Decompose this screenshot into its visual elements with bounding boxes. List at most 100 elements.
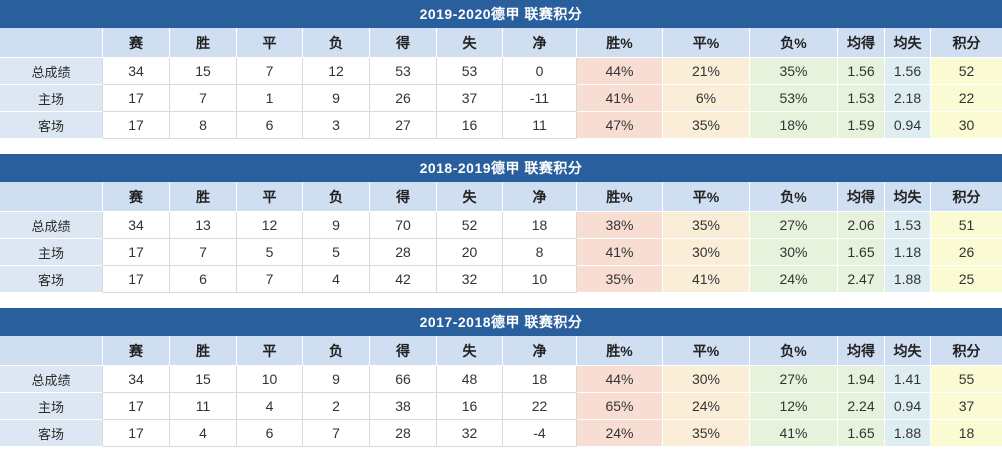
- row-label: 客场: [0, 420, 103, 447]
- stat-cell-loss-pct: 24%: [750, 266, 838, 293]
- corner-header-cell: [0, 28, 103, 58]
- stat-cell-win-pct: 44%: [577, 366, 663, 393]
- row-label: 总成绩: [0, 212, 103, 239]
- column-header: 均失: [885, 182, 931, 212]
- stat-cell-avg-for: 1.53: [838, 85, 885, 112]
- row-label: 总成绩: [0, 366, 103, 393]
- column-header: 均得: [838, 336, 885, 366]
- row-label: 主场: [0, 85, 103, 112]
- column-header: 负%: [750, 28, 838, 58]
- stat-cell-matches: 17: [103, 420, 170, 447]
- stat-cell-avg-for: 1.65: [838, 420, 885, 447]
- column-header: 胜: [170, 28, 237, 58]
- stat-cell-goals-against: 48: [437, 366, 503, 393]
- stat-cell-draw-pct: 41%: [663, 266, 750, 293]
- stat-cell-loss-pct: 27%: [750, 212, 838, 239]
- season-table: 2017-2018德甲 联赛积分赛胜平负得失净胜% 平% 负% 均得 均失 积分 总成绩 34…: [0, 308, 1002, 447]
- stat-cell-losses: 12: [303, 58, 370, 85]
- stat-cell-avg-for: 2.06: [838, 212, 885, 239]
- stat-cell-goals-against: 52: [437, 212, 503, 239]
- stat-cell-loss-pct: 41%: [750, 420, 838, 447]
- column-header: 失: [437, 336, 503, 366]
- stat-cell-win-pct: 44%: [577, 58, 663, 85]
- stat-cell-losses: 3: [303, 112, 370, 139]
- stats-table: 赛胜平负得失净胜% 平% 负% 均得 均失 积分 总成绩 34 15 10 9 66 48 18 44% 30…: [0, 336, 1002, 447]
- column-header-row: 赛胜平负得失净胜% 平% 负% 均得 均失 积分: [0, 182, 1002, 212]
- stat-cell-goals-against: 16: [437, 112, 503, 139]
- column-header: 净: [503, 182, 577, 212]
- column-header: 平%: [663, 28, 750, 58]
- stat-cell-goal-diff: -11: [503, 85, 577, 112]
- stats-table: 赛胜平负得失净胜% 平% 负% 均得 均失 积分 总成绩 34 13 12 9 70 52 18 38% 35…: [0, 182, 1002, 293]
- column-header: 积分: [931, 182, 1002, 212]
- table-row: 总成绩 34 15 7 12 53 53 0 44% 21% 35% 1.56 1.56 52: [0, 58, 1002, 85]
- column-header: 负: [303, 182, 370, 212]
- column-header: 净: [503, 28, 577, 58]
- column-header: 得: [370, 182, 437, 212]
- stat-cell-points: 22: [931, 85, 1002, 112]
- stat-cell-goals-against: 32: [437, 420, 503, 447]
- stat-cell-draw-pct: 21%: [663, 58, 750, 85]
- stat-cell-matches: 17: [103, 393, 170, 420]
- column-header: 均失: [885, 336, 931, 366]
- column-header: 平: [237, 336, 303, 366]
- stat-cell-goals-for: 26: [370, 85, 437, 112]
- stat-cell-win-pct: 47%: [577, 112, 663, 139]
- stat-cell-win-pct: 24%: [577, 420, 663, 447]
- stat-cell-wins: 7: [170, 85, 237, 112]
- stat-cell-goals-against: 37: [437, 85, 503, 112]
- table-title: 2018-2019德甲 联赛积分: [0, 154, 1002, 182]
- stat-cell-draw-pct: 35%: [663, 112, 750, 139]
- stat-cell-matches: 34: [103, 366, 170, 393]
- stat-cell-matches: 17: [103, 85, 170, 112]
- stat-cell-draws: 7: [237, 266, 303, 293]
- column-header: 积分: [931, 28, 1002, 58]
- stat-cell-goals-for: 70: [370, 212, 437, 239]
- stat-cell-loss-pct: 12%: [750, 393, 838, 420]
- column-header: 胜: [170, 336, 237, 366]
- stat-cell-avg-against: 1.53: [885, 212, 931, 239]
- stat-cell-draws: 4: [237, 393, 303, 420]
- stat-cell-matches: 34: [103, 58, 170, 85]
- stat-cell-draws: 1: [237, 85, 303, 112]
- stat-cell-goals-for: 66: [370, 366, 437, 393]
- stat-cell-goals-against: 16: [437, 393, 503, 420]
- stat-cell-goal-diff: 10: [503, 266, 577, 293]
- corner-header-cell: [0, 182, 103, 212]
- stat-cell-goals-for: 53: [370, 58, 437, 85]
- stat-cell-win-pct: 35%: [577, 266, 663, 293]
- stat-cell-avg-against: 1.88: [885, 266, 931, 293]
- table-row: 总成绩 34 15 10 9 66 48 18 44% 30% 27% 1.94 1.41 55: [0, 366, 1002, 393]
- row-label: 总成绩: [0, 58, 103, 85]
- stat-cell-loss-pct: 27%: [750, 366, 838, 393]
- column-header: 得: [370, 336, 437, 366]
- column-header: 净: [503, 336, 577, 366]
- stat-cell-goal-diff: 8: [503, 239, 577, 266]
- season-table: 2018-2019德甲 联赛积分赛胜平负得失净胜% 平% 负% 均得 均失 积分 总成绩 34…: [0, 154, 1002, 293]
- stat-cell-goal-diff: 0: [503, 58, 577, 85]
- stat-cell-points: 25: [931, 266, 1002, 293]
- row-label: 客场: [0, 266, 103, 293]
- stat-cell-avg-for: 2.47: [838, 266, 885, 293]
- stat-cell-losses: 9: [303, 85, 370, 112]
- column-header: 平%: [663, 182, 750, 212]
- stat-cell-win-pct: 38%: [577, 212, 663, 239]
- stat-cell-avg-against: 0.94: [885, 393, 931, 420]
- stat-cell-win-pct: 41%: [577, 239, 663, 266]
- column-header: 胜%: [577, 182, 663, 212]
- stat-cell-avg-against: 2.18: [885, 85, 931, 112]
- stat-cell-avg-for: 2.24: [838, 393, 885, 420]
- stat-cell-loss-pct: 30%: [750, 239, 838, 266]
- table-row: 主场 17 7 5 5 28 20 8 41% 30% 30% 1.65 1.18 26: [0, 239, 1002, 266]
- stat-cell-win-pct: 41%: [577, 85, 663, 112]
- stat-cell-wins: 15: [170, 366, 237, 393]
- stat-cell-losses: 9: [303, 212, 370, 239]
- stat-cell-goal-diff: 18: [503, 212, 577, 239]
- stat-cell-wins: 11: [170, 393, 237, 420]
- stats-table: 赛胜平负得失净胜% 平% 负% 均得 均失 积分 总成绩 34 15 7 12 53 53 0 44% 21%…: [0, 28, 1002, 139]
- stat-cell-goals-for: 38: [370, 393, 437, 420]
- stat-cell-avg-against: 1.18: [885, 239, 931, 266]
- stat-cell-matches: 17: [103, 112, 170, 139]
- column-header: 负: [303, 336, 370, 366]
- table-row: 总成绩 34 13 12 9 70 52 18 38% 35% 27% 2.06 1.53 51: [0, 212, 1002, 239]
